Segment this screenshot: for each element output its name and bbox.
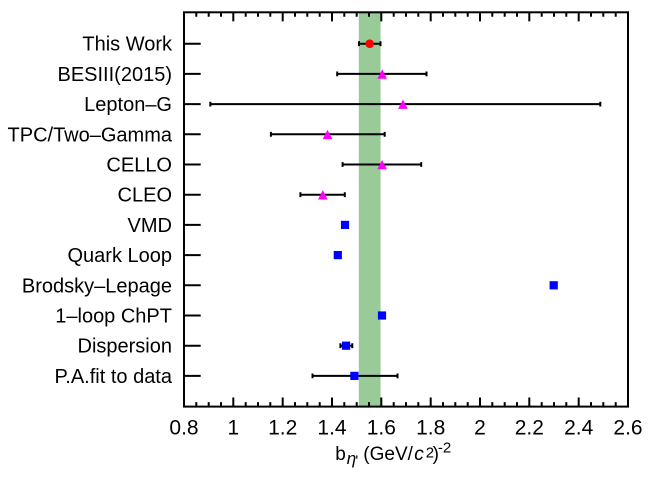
svg-text:TPC/Two–Gamma: TPC/Two–Gamma xyxy=(8,124,173,146)
svg-text:(GeV/: (GeV/ xyxy=(363,444,413,465)
svg-text:Brodsky–Lepage: Brodsky–Lepage xyxy=(22,275,172,297)
svg-text:): ) xyxy=(433,444,439,465)
svg-text:η: η xyxy=(347,449,356,468)
svg-text:2: 2 xyxy=(474,417,486,440)
svg-text:CELLO: CELLO xyxy=(106,155,172,177)
svg-text:2: 2 xyxy=(426,445,434,462)
svg-text:': ' xyxy=(355,453,358,470)
svg-text:BESIII(2015): BESIII(2015) xyxy=(57,64,172,86)
svg-text:1: 1 xyxy=(227,417,239,440)
svg-text:1.6: 1.6 xyxy=(367,417,396,440)
svg-text:P.A.fit to data: P.A.fit to data xyxy=(55,366,173,388)
svg-text:0.8: 0.8 xyxy=(169,417,198,440)
svg-text:-2: -2 xyxy=(438,440,451,457)
svg-text:b: b xyxy=(335,444,346,465)
svg-text:1.4: 1.4 xyxy=(317,417,347,440)
svg-text:CLEO: CLEO xyxy=(118,185,172,207)
svg-text:VMD: VMD xyxy=(128,215,172,237)
svg-text:c: c xyxy=(414,444,424,465)
svg-text:2.4: 2.4 xyxy=(564,417,594,440)
svg-text:1.8: 1.8 xyxy=(416,417,445,440)
svg-text:Quark Loop: Quark Loop xyxy=(67,245,172,267)
svg-text:This Work: This Work xyxy=(82,34,173,56)
svg-text:1.2: 1.2 xyxy=(268,417,297,440)
svg-text:Dispersion: Dispersion xyxy=(78,336,172,358)
svg-text:2.2: 2.2 xyxy=(515,417,544,440)
svg-text:Lepton–G: Lepton–G xyxy=(84,94,172,116)
svg-text:2.6: 2.6 xyxy=(613,417,642,440)
svg-text:1–loop ChPT: 1–loop ChPT xyxy=(55,306,172,328)
